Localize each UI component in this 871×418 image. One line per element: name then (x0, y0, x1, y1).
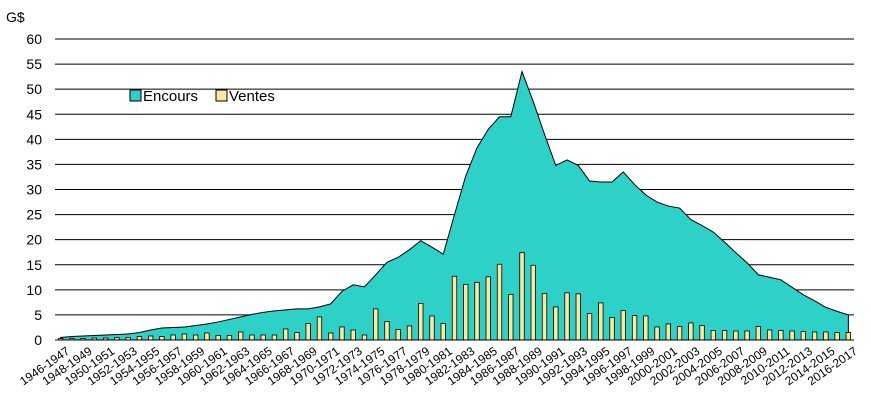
ventes-bar (508, 293, 514, 341)
ventes-bar (654, 326, 660, 341)
ventes-bar (586, 313, 593, 341)
ventes-bar (744, 330, 750, 341)
ventes-bar (676, 326, 683, 341)
ventes-bar (721, 330, 728, 341)
y-tick-label: 15 (26, 257, 42, 273)
y-tick-label: 0 (34, 332, 42, 348)
ventes-bar (643, 315, 649, 341)
ventes-bar (147, 335, 154, 341)
ventes-bars-layer (57, 252, 852, 341)
ventes-bar (496, 263, 503, 341)
ventes-bar (553, 306, 559, 341)
ventes-bar (631, 315, 638, 341)
ventes-bar (361, 334, 368, 341)
ventes-bar (294, 332, 300, 341)
ventes-bar (384, 321, 390, 341)
ventes-bar (519, 252, 525, 341)
y-tick-label: 55 (26, 56, 42, 72)
legend-label-ventes: Ventes (229, 88, 275, 105)
y-tick-label: 5 (34, 307, 42, 323)
ventes-bar (170, 334, 176, 341)
ventes-bar (699, 325, 705, 341)
ventes-bar (451, 275, 458, 341)
ventes-bar (710, 330, 716, 341)
ventes-bar (159, 336, 165, 341)
ventes-bar (283, 328, 289, 341)
y-tick-label: 30 (26, 182, 42, 198)
ventes-bar (823, 331, 829, 341)
ventes-bar (541, 292, 548, 341)
ventes-bar (350, 329, 356, 341)
ventes-bar (620, 309, 626, 341)
ventes-bar (136, 336, 143, 341)
ventes-bar (328, 332, 334, 341)
y-tick-label: 45 (26, 106, 42, 122)
encours-area (60, 69, 849, 341)
ventes-bar (193, 334, 199, 341)
ventes-bar (418, 302, 424, 341)
legend: Encours Ventes (129, 88, 275, 105)
ventes-bar (406, 325, 413, 341)
y-tick-label: 50 (26, 81, 42, 97)
ventes-bar (665, 323, 671, 341)
ventes-bar (305, 323, 311, 341)
y-tick-label: 35 (26, 156, 42, 172)
y-tick-labels: 0 5 10 15 20 25 30 35 40 45 50 55 60 (26, 31, 42, 348)
ventes-bar (564, 292, 570, 341)
ventes-bar (800, 331, 807, 341)
ventes-bar (429, 315, 435, 341)
ventes-bar (575, 293, 581, 341)
y-tick-label: 25 (26, 207, 42, 223)
ventes-bar (181, 333, 188, 341)
ventes-bar (215, 335, 221, 341)
ventes-bar (834, 332, 840, 341)
ventes-bar (474, 281, 480, 341)
legend-swatch-encours (129, 89, 142, 102)
ventes-bar (395, 329, 401, 341)
y-tick-label: 10 (26, 282, 42, 298)
y-tick-label: 60 (26, 31, 42, 47)
ventes-bar (316, 316, 323, 341)
ventes-bar (249, 334, 255, 341)
ventes-bar (463, 283, 469, 341)
y-tick-label: 20 (26, 232, 42, 248)
legend-swatch-ventes (215, 89, 228, 102)
ventes-bar (260, 334, 266, 341)
ventes-bar (845, 332, 852, 341)
ventes-bar (485, 276, 491, 341)
ventes-bar (811, 331, 818, 341)
encours-area-layer (60, 69, 849, 341)
ventes-bar (271, 334, 278, 341)
ventes-bar (598, 302, 604, 341)
y-axis-label: G$ (6, 9, 25, 25)
ventes-bar (373, 308, 379, 341)
ventes-bar (766, 329, 773, 341)
ventes-bar (789, 330, 795, 341)
ventes-bar (688, 322, 694, 341)
ventes-bar (339, 326, 345, 341)
ventes-bar (733, 330, 739, 341)
ventes-bar (204, 332, 210, 341)
ventes-bar (226, 335, 233, 341)
ventes-bar (755, 326, 761, 341)
ventes-bar (530, 264, 536, 341)
ventes-bar (609, 317, 615, 341)
x-tick-labels: 1946-19471948-19491950-19511952-19531954… (17, 344, 860, 389)
ventes-bar (238, 331, 244, 341)
legend-label-encours: Encours (143, 88, 198, 105)
ventes-bar (440, 323, 446, 341)
ventes-bar (778, 330, 784, 341)
y-tick-label: 40 (26, 131, 42, 147)
